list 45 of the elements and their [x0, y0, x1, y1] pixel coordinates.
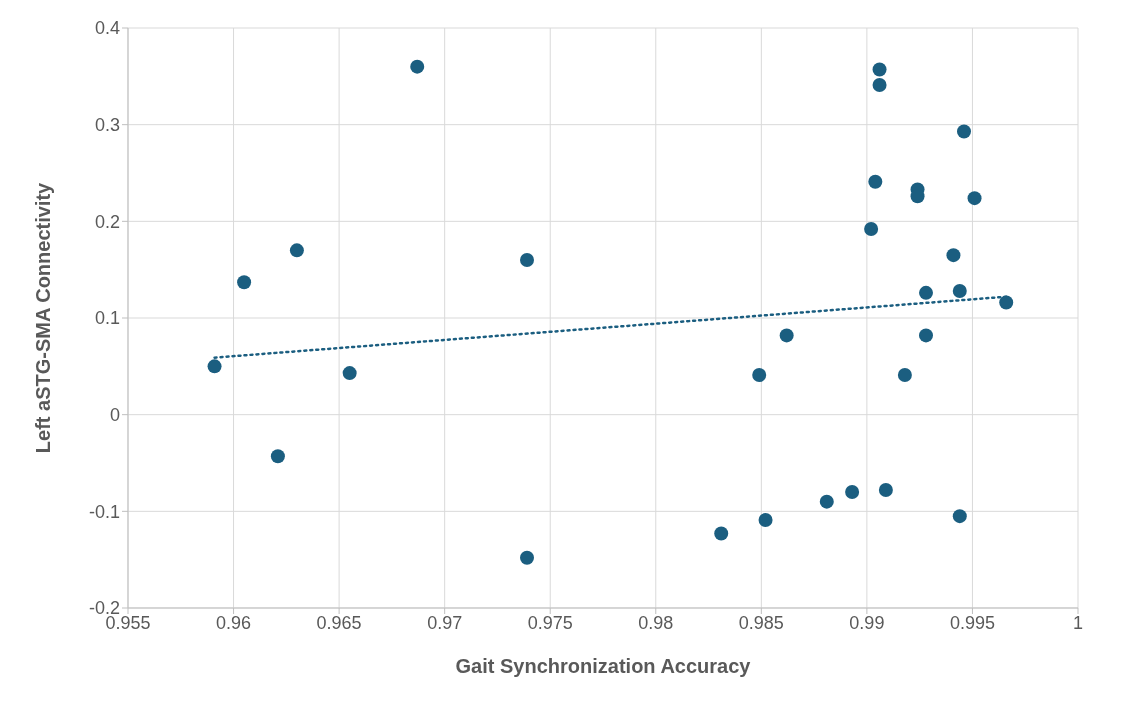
point: [342, 366, 357, 381]
y-tick-label: 0.1: [94, 308, 120, 329]
point: [845, 485, 860, 499]
point: [952, 509, 967, 524]
point: [864, 222, 879, 237]
x-tick-label: 0.96: [216, 612, 252, 633]
point: [897, 368, 912, 383]
y-tick-label: 0.4: [94, 18, 120, 39]
x-tick-label: 0.98: [638, 612, 674, 633]
x-tick-label: 0.995: [949, 612, 995, 633]
x-tick-label: 1: [1072, 612, 1084, 633]
x-tick-label: 0.99: [849, 612, 885, 633]
point: [872, 78, 887, 93]
x-tick-label: 0.965: [316, 612, 362, 633]
point: [999, 295, 1014, 310]
point: [237, 275, 252, 290]
point: [410, 59, 425, 74]
y-axis-title: Left aSTG-SMA Connectivity: [32, 181, 55, 454]
y-tick-label: -0.1: [88, 501, 120, 522]
point: [520, 550, 534, 565]
point: [758, 513, 773, 528]
point: [872, 62, 887, 77]
x-axis-title: Gait Synchronization Accuracy: [455, 655, 752, 677]
x-tick-label: 0.97: [427, 612, 463, 633]
point: [967, 191, 982, 206]
point: [919, 328, 933, 343]
point: [207, 359, 222, 374]
point: [952, 283, 967, 298]
y-tick-label: 0: [109, 405, 120, 426]
point: [868, 174, 883, 189]
y-tick-label: 0.2: [94, 211, 120, 232]
point: [289, 243, 304, 258]
point: [919, 285, 933, 300]
x-tick-label: 0.975: [527, 612, 573, 633]
point: [752, 368, 767, 383]
point: [520, 253, 534, 267]
point: [946, 248, 961, 263]
y-tick-label: 0.3: [94, 115, 120, 136]
point: [779, 328, 794, 343]
point: [878, 483, 893, 498]
point: [714, 526, 729, 541]
x-tick-label: 0.985: [738, 612, 784, 633]
point: [270, 449, 285, 464]
point: [957, 124, 971, 139]
point: [819, 494, 834, 509]
